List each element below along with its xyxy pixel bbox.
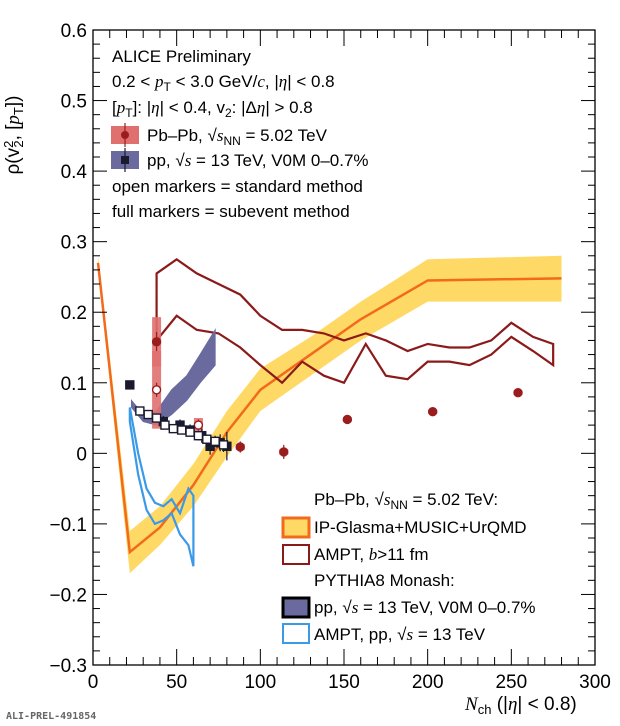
model-bands bbox=[96, 255, 562, 574]
x-tick-label: 250 bbox=[495, 672, 527, 693]
y-tick-label: 0 bbox=[76, 444, 87, 465]
y-tick-label: −0.2 bbox=[49, 585, 87, 606]
x-tick-label: 200 bbox=[412, 672, 444, 693]
ampt-pbpb-legend-swatch bbox=[282, 544, 310, 565]
data-point bbox=[210, 436, 220, 447]
data-point bbox=[151, 337, 162, 347]
ampt-pp-legend-swatch bbox=[282, 623, 310, 644]
pythia-legend-header: PYTHIA8 Monash: bbox=[314, 571, 455, 590]
model-legend-header: Pb–Pb, √sNN = 5.02 TeV: bbox=[314, 490, 498, 512]
x-tick-label: 150 bbox=[328, 672, 360, 693]
data-point bbox=[235, 442, 245, 452]
data-point bbox=[193, 430, 204, 441]
data-point bbox=[279, 447, 289, 457]
ipglasma-legend-label: IP-Glasma+MUSIC+UrQMD bbox=[314, 518, 527, 537]
data-point bbox=[513, 387, 523, 398]
data-point bbox=[125, 380, 135, 390]
data-point bbox=[218, 440, 229, 450]
y-tick-label: 0.2 bbox=[61, 303, 87, 324]
data-point bbox=[202, 434, 212, 444]
data-point bbox=[342, 414, 353, 425]
y-axis-label: ρ(v22, [pT]) bbox=[1, 95, 26, 174]
pythia-legend-swatch bbox=[281, 596, 311, 619]
chart-title: ALICE Preliminary bbox=[112, 47, 251, 66]
x-tick-label: 0 bbox=[88, 672, 99, 693]
model-band-7 bbox=[128, 407, 195, 567]
y-tick-label: −0.3 bbox=[49, 656, 87, 677]
pp-legend-marker bbox=[121, 156, 129, 164]
axes bbox=[92, 29, 596, 666]
x-tick-label: 50 bbox=[166, 672, 187, 693]
y-tick-label: 0.3 bbox=[61, 233, 87, 254]
x-axis-label: Nch (|η| < 0.8) bbox=[464, 694, 577, 717]
data-point bbox=[160, 420, 170, 430]
pp-legend-label: pp, √s = 13 TeV, V0M 0–0.7% bbox=[147, 151, 369, 170]
data-point bbox=[168, 423, 179, 434]
pbpb-legend-marker bbox=[121, 131, 129, 139]
ampt-pbpb-legend-label: AMPT, b>11 fm bbox=[314, 545, 428, 564]
x-tick-label: 300 bbox=[579, 672, 611, 693]
model-band-5 bbox=[155, 257, 555, 385]
data-point bbox=[185, 427, 195, 437]
y-tick-label: −0.1 bbox=[49, 515, 87, 536]
y-tick-label: 0.5 bbox=[61, 92, 87, 113]
data-point bbox=[151, 385, 162, 395]
y-tick-label: 0.4 bbox=[61, 162, 88, 183]
x-tick-label: 100 bbox=[244, 672, 276, 693]
model-legend: Pb–Pb, √sNN = 5.02 TeV: IP-Glasma+MUSIC+… bbox=[281, 490, 536, 644]
kinematics-line: 0.2 < pT < 3.0 GeV/c, |η| < 0.8 bbox=[112, 72, 335, 94]
tick-labels: −0.3 −0.2 −0.1 0 0.1 0.2 0.3 0.4 0.5 0.6 0 50 100 150… bbox=[49, 21, 610, 693]
full-markers-note: full markers = subevent method bbox=[112, 202, 350, 221]
data-point bbox=[193, 420, 204, 430]
open-markers-note: open markers = standard method bbox=[112, 177, 363, 196]
data-marks bbox=[125, 317, 523, 461]
data-point bbox=[143, 409, 153, 420]
y-tick-label: 0.1 bbox=[61, 374, 87, 395]
preliminary-id: ALI-PREL-491854 bbox=[6, 711, 97, 722]
info-legend: ALICE Preliminary 0.2 < pT < 3.0 GeV/c, … bbox=[111, 47, 369, 221]
y-tick-label: 0.6 bbox=[61, 21, 87, 42]
data-point bbox=[176, 425, 187, 435]
pythia-legend-label: pp, √s = 13 TeV, V0M 0–0.7% bbox=[314, 598, 536, 617]
eta-gap-line: [pT]: |η| < 0.4, v2: |Δη| > 0.8 bbox=[112, 98, 313, 120]
data-point bbox=[427, 407, 438, 417]
data-point bbox=[135, 406, 145, 416]
data-point bbox=[151, 413, 162, 423]
ampt-pp-legend-label: AMPT, pp, √s = 13 TeV bbox=[314, 625, 486, 644]
pbpb-legend-label: Pb–Pb, √sNN = 5.02 TeV bbox=[147, 126, 328, 148]
ipglasma-legend-swatch bbox=[281, 516, 311, 539]
ipglasma-line bbox=[96, 262, 562, 555]
